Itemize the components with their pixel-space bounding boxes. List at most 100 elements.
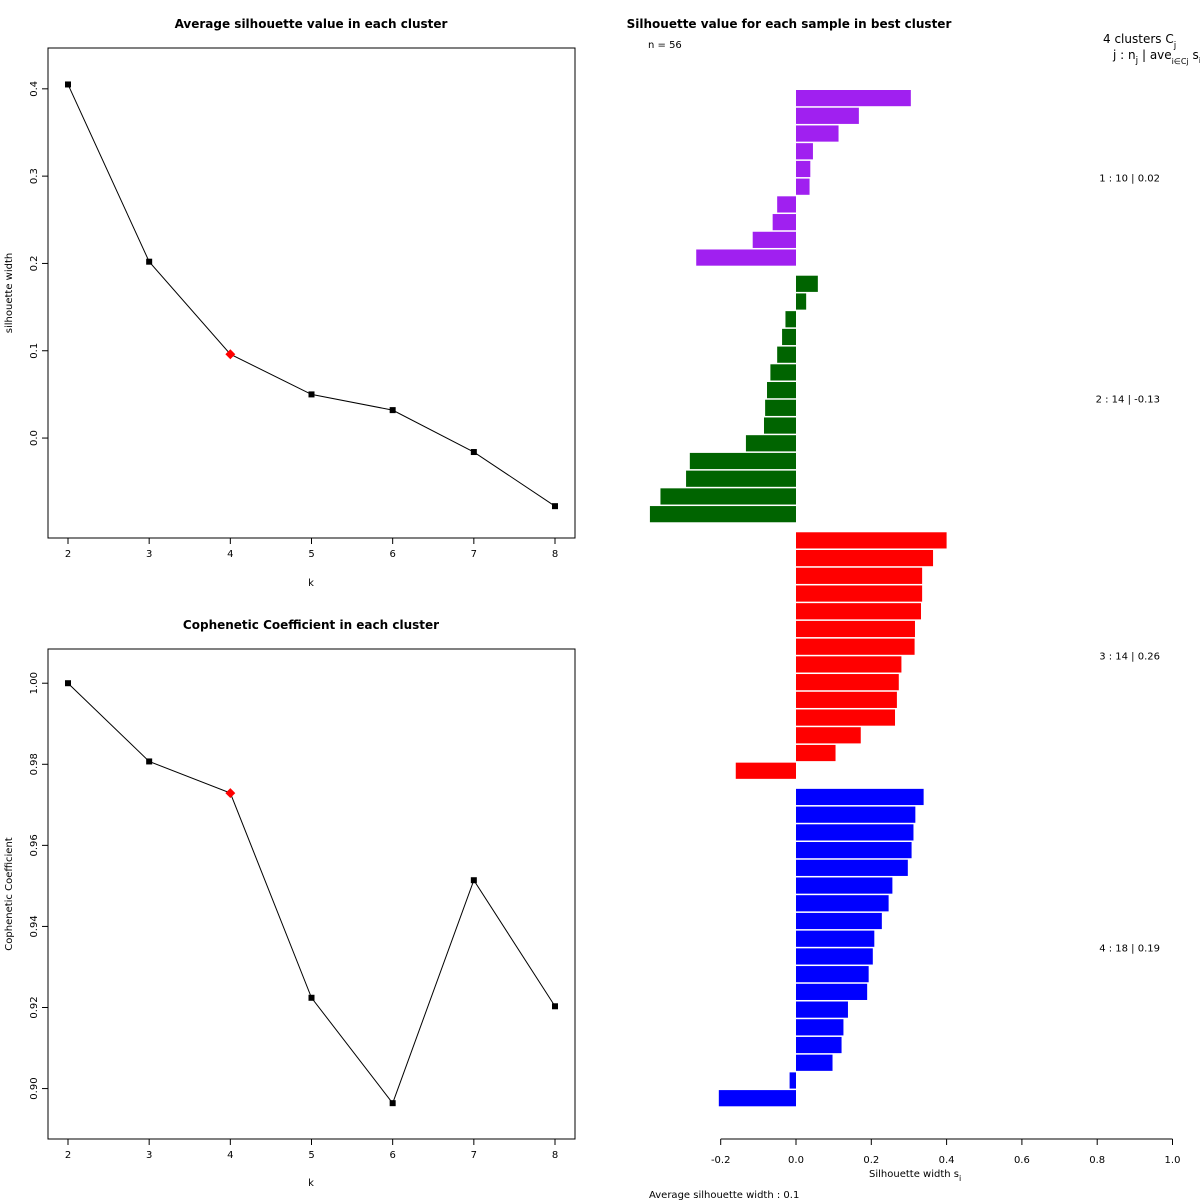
x-axis-label: Silhouette width si	[869, 1169, 961, 1183]
plot-area	[65, 680, 558, 1107]
legend-subheader-text: j : n	[1112, 48, 1136, 62]
y-tick-label: 0.96	[29, 834, 40, 856]
cluster-labels: 1 : 10 | 0.02 2 : 14 | -0.13 3 : 14 | 0.26…	[1096, 174, 1160, 955]
bar-area	[649, 90, 947, 1107]
silhouette-bar	[796, 912, 882, 930]
silhouette-bar	[796, 143, 813, 160]
silhouette-bar	[796, 1054, 833, 1071]
x-tick-label: 5	[308, 1150, 314, 1161]
silhouette-bar	[796, 966, 869, 983]
silhouette-bar	[785, 311, 796, 328]
silhouette-bar	[796, 859, 908, 876]
silhouette-bar	[686, 470, 796, 487]
silhouette-bar	[796, 806, 916, 823]
cophenetic-line-chart: Cophenetic Coefficient in each cluster 2…	[4, 618, 576, 1189]
highlight-point	[225, 349, 236, 360]
silhouette-bar	[745, 435, 796, 452]
silhouette-bar	[796, 178, 810, 195]
data-point	[308, 994, 315, 1001]
silhouette-bar	[796, 293, 807, 310]
x-tick-label: 6	[389, 549, 395, 560]
silhouette-bar	[796, 107, 859, 124]
silhouette-bar	[796, 1036, 842, 1054]
silhouette-bar	[789, 1072, 796, 1089]
silhouette-bar-chart: Silhouette value for each sample in best…	[627, 17, 1200, 1200]
x-tick-label: 0.6	[1014, 1155, 1030, 1166]
legend-subheader-s: s	[1189, 48, 1199, 62]
legend-subheader-s-subscript: i	[1199, 56, 1200, 65]
x-tick-label: 3	[146, 1150, 152, 1161]
silhouette-bar	[770, 364, 796, 381]
plot-area	[65, 81, 558, 510]
silhouette-bar	[777, 196, 796, 213]
silhouette-bar	[660, 488, 796, 505]
x-tick-label: 7	[471, 549, 477, 560]
silhouette-bar	[772, 214, 796, 231]
legend-header-subscript: j	[1173, 41, 1177, 51]
y-tick-label: 0.94	[29, 915, 40, 937]
x-tick-label: 2	[65, 549, 71, 560]
data-point	[389, 407, 396, 414]
silhouette-bar	[796, 1001, 848, 1018]
x-tick-label: 3	[146, 549, 152, 560]
silhouette-bar	[796, 788, 924, 806]
cluster-label: 4 : 18 | 0.19	[1099, 943, 1160, 954]
silhouette-bar	[796, 983, 868, 1000]
x-tick-label: 1.0	[1165, 1155, 1181, 1166]
silhouette-bar	[796, 744, 836, 762]
x-tick-label: 4	[227, 1150, 233, 1161]
data-point	[470, 877, 477, 884]
data-point	[65, 81, 71, 88]
silhouette-bar	[763, 417, 796, 434]
silhouette-bar	[796, 842, 912, 859]
x-tick-label: 0.2	[863, 1155, 879, 1166]
chart-title: Average silhouette value in each cluster	[175, 17, 448, 31]
legend-subheader: j : nj | avei∈Cj si	[1112, 48, 1200, 66]
silhouette-bar	[796, 727, 861, 744]
silhouette-bar	[796, 709, 896, 726]
data-point	[65, 680, 71, 687]
y-tick-label: 0.92	[29, 996, 40, 1018]
cluster-label: 2 : 14 | -0.13	[1096, 395, 1160, 406]
silhouette-bar	[689, 452, 796, 470]
x-axis-label-subscript: i	[959, 1174, 961, 1183]
chart-title: Silhouette value for each sample in best…	[627, 17, 952, 31]
silhouette-bar	[796, 567, 923, 584]
x-axis-label: k	[308, 1178, 314, 1189]
silhouette-bar	[796, 895, 889, 912]
average-silhouette-footer: Average silhouette width : 0.1	[649, 1190, 799, 1200]
silhouette-bar	[796, 125, 839, 142]
data-point	[308, 391, 315, 398]
x-tick-label: 4	[227, 549, 233, 560]
silhouette-bar	[796, 620, 915, 638]
silhouette-bar	[649, 506, 796, 523]
silhouette-bar	[796, 824, 914, 841]
silhouette-bar	[796, 1019, 844, 1036]
silhouette-bar	[796, 877, 893, 894]
y-tick-label: 0.1	[29, 343, 40, 359]
y-tick-label: 1.00	[29, 672, 40, 694]
legend-header: 4 clusters Cj	[1103, 32, 1176, 51]
chart-title: Cophenetic Coefficient in each cluster	[183, 618, 439, 632]
highlight-point	[225, 788, 236, 799]
legend-subheader-rest: | ave	[1138, 48, 1172, 62]
x-tick-label: 0.8	[1089, 1155, 1105, 1166]
silhouette-bar	[765, 399, 796, 416]
x-tick-label: 0.4	[939, 1155, 955, 1166]
y-axis: 0.90 0.92 0.94 0.96 0.98 1.00	[29, 672, 48, 1100]
x-tick-label: 7	[471, 1150, 477, 1161]
x-axis: -0.2 0.0 0.2 0.4 0.6 0.8 1.0	[711, 1138, 1181, 1166]
y-tick-label: 0.2	[29, 255, 40, 271]
silhouette-line-chart: Average silhouette value in each cluster…	[4, 17, 576, 589]
silhouette-bar	[796, 656, 902, 673]
y-axis: 0.0 0.1 0.2 0.3 0.4	[29, 81, 48, 446]
legend-header-text: 4 clusters C	[1103, 32, 1174, 46]
data-point	[146, 258, 153, 265]
data-point	[389, 1100, 396, 1107]
x-axis: 2 3 4 5 6 7 8	[65, 1139, 558, 1161]
x-tick-label: 6	[389, 1150, 395, 1161]
silhouette-bar	[718, 1090, 796, 1107]
y-tick-label: 0.90	[29, 1077, 40, 1099]
silhouette-bar	[796, 275, 818, 292]
x-tick-label: 8	[552, 549, 558, 560]
